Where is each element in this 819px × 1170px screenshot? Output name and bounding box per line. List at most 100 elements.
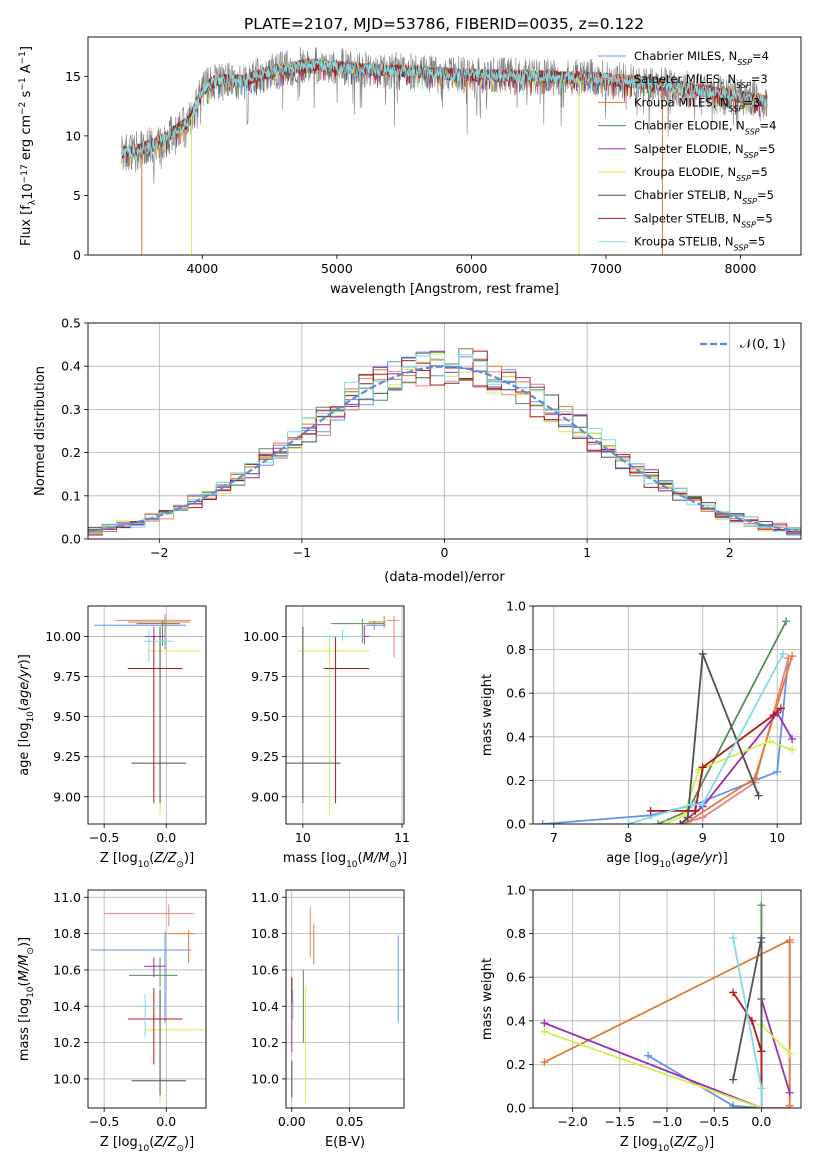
- marker-salpeter_elodie: [788, 734, 797, 743]
- marker-salpeter_stelib: [691, 806, 700, 815]
- panel-spectrum: 4000 5000 6000 7000 8000 0 5 10 15 wavelength [An…: [18, 36, 802, 297]
- series-kroupa_stelib: [729, 933, 766, 1108]
- x-tick-label: 7: [550, 830, 558, 845]
- x-tick-label: 0.00: [278, 1114, 306, 1129]
- y-tick-label: 10.00: [243, 629, 279, 644]
- y-tick-label: 0.0: [506, 1101, 526, 1116]
- marker-salpeter_stelib: [757, 1047, 766, 1056]
- y-tick-label: 0.8: [506, 642, 526, 657]
- errorbar-salpeter_stelib: [127, 988, 183, 1065]
- marker-salpeter_elodie: [540, 1018, 549, 1027]
- y-tick-label: 1.0: [506, 883, 526, 898]
- line-salpeter_stelib: [732, 992, 763, 1108]
- y-tick-label: 10.8: [251, 926, 279, 941]
- marker-kroupa_stelib: [698, 800, 707, 809]
- errorbar-kroupa_stelib: [322, 630, 364, 642]
- y-tick-label: 15: [65, 69, 81, 84]
- line-chabrier_stelib: [679, 653, 760, 824]
- x-tick-label: 1: [583, 545, 591, 560]
- y-tick-label: 0.2: [506, 773, 526, 788]
- y-axis-label: Flux [fλ10−17 erg cm−2 s−1 A−1]: [18, 46, 38, 246]
- y-tick-label: 10.0: [251, 1071, 279, 1086]
- hist-kroupa_stelib: [88, 354, 801, 539]
- y-axis-label: mass weight: [480, 958, 495, 1040]
- marker-kroupa_stelib: [687, 800, 696, 809]
- x-tick-label: −0.5: [89, 830, 119, 845]
- x-tick-label: −0.5: [89, 1114, 119, 1129]
- legend-label-chabrier_miles: Chabrier MILES, NSSP=4: [634, 49, 769, 67]
- y-tick-label: 10.4: [251, 999, 279, 1014]
- marker-chabrier_stelib: [729, 1075, 738, 1084]
- marker-salpeter_stelib: [646, 806, 655, 815]
- y-tick-label: 10: [65, 128, 81, 143]
- x-tick-label: 0.0: [156, 1114, 176, 1129]
- y-tick-label: 0.5: [61, 316, 81, 331]
- marker-salpeter_miles: [698, 813, 707, 822]
- legend-label-kroupa_stelib: Kroupa STELIB, NSSP=5: [634, 235, 765, 253]
- marker-chabrier_stelib: [683, 813, 692, 822]
- x-tick-label: 2: [726, 545, 734, 560]
- y-tick-label: 0: [73, 248, 81, 263]
- axes-frame: [285, 889, 405, 1109]
- marker-salpeter_stelib: [776, 704, 785, 713]
- legend-label-kroupa_elodie: Kroupa ELODIE, NSSP=5: [634, 165, 768, 183]
- legend-label-normal: 𝒩(0, 1): [740, 336, 786, 351]
- series-chabrier_stelib: [676, 649, 763, 824]
- marker-kroupa_miles: [785, 936, 794, 945]
- errorbar-chabrier_stelib: [131, 989, 187, 1096]
- marker-chabrier_elodie: [729, 1104, 738, 1108]
- y-tick-label: 10.0: [53, 1071, 81, 1086]
- y-tick-label: 9.00: [53, 789, 81, 804]
- marker-chabrier_elodie: [782, 617, 791, 626]
- x-tick-label: −1.0: [652, 1114, 682, 1129]
- marker-kroupa_miles: [540, 1058, 549, 1067]
- errorbar-chabrier_stelib: [286, 626, 341, 804]
- y-tick-label: 0.4: [61, 359, 81, 374]
- plot-area: [88, 348, 801, 539]
- y-tick-label: 9.75: [251, 669, 279, 684]
- x-tick-label: −2: [150, 545, 168, 560]
- y-tick-label: 11.0: [53, 890, 81, 905]
- series-kroupa_stelib: [624, 649, 788, 824]
- y-tick-label: 0.8: [506, 926, 526, 941]
- y-tick-label: 10.4: [53, 999, 81, 1014]
- x-tick-label: 0: [441, 545, 449, 560]
- y-tick-label: 10.6: [251, 962, 279, 977]
- axes-frame: [285, 605, 405, 825]
- x-axis-label: E(B-V): [325, 1135, 365, 1150]
- panel-residuals: −2 −1 0 1 2 0.0 0.1 0.2 0.3 0.4 0.5 (data-model)/er…: [33, 316, 802, 585]
- marker-kroupa_stelib: [757, 1084, 766, 1093]
- legend-label-salpeter_stelib: Salpeter STELIB, NSSP=5: [634, 211, 773, 229]
- panel-age_vs_mass: 10 11 9.00 9.25 9.50 9.75 10.00 mass [log10(M/M…: [243, 605, 410, 870]
- normal-curve: [88, 365, 799, 533]
- x-axis-label: Z [log10(Z/Z⊙)]: [100, 1135, 194, 1154]
- marker-chabrier_stelib: [757, 933, 766, 942]
- y-axis-label: age [log10(age/yr)]: [17, 654, 36, 776]
- y-axis-label: mass [log10(M/M⊙)]: [17, 937, 36, 1061]
- y-tick-label: 9.75: [53, 669, 81, 684]
- y-tick-label: 10.6: [53, 962, 81, 977]
- y-tick-label: 10.2: [251, 1035, 279, 1050]
- y-tick-label: 5: [73, 188, 81, 203]
- x-tick-label: −1: [293, 545, 311, 560]
- marker-chabrier_elodie: [757, 901, 766, 910]
- spectrum-legend: Chabrier MILES, NSSP=4 Salpeter MILES, NS…: [598, 49, 776, 252]
- marker-chabrier_stelib: [754, 791, 763, 800]
- panel-mass_vs_Z: −0.5 0.0 10.0 10.2 10.4 10.6 10.8 11.0 Z [log10(…: [17, 889, 207, 1154]
- errorbar-kroupa_elodie: [297, 634, 370, 815]
- marker-chabrier_stelib: [698, 649, 707, 658]
- x-tick-label: 0.0: [751, 1114, 771, 1129]
- model-kroupa_stelib: [121, 58, 768, 164]
- x-axis-label: (data-model)/error: [384, 570, 505, 585]
- axes-frame: [532, 889, 802, 1109]
- axes-frame: [87, 605, 207, 825]
- marker-chabrier_miles: [538, 820, 547, 824]
- errorbar-salpeter_elodie: [143, 957, 166, 978]
- errorbar-salpeter_miles: [387, 615, 400, 658]
- marker-kroupa_stelib: [757, 1104, 766, 1108]
- x-tick-label: 6000: [455, 261, 487, 276]
- axes-frame: [87, 889, 207, 1109]
- x-tick-label: 7000: [590, 261, 622, 276]
- x-tick-label: 8: [624, 830, 632, 845]
- legend-label-chabrier_elodie: Chabrier ELODIE, NSSP=4: [634, 119, 776, 137]
